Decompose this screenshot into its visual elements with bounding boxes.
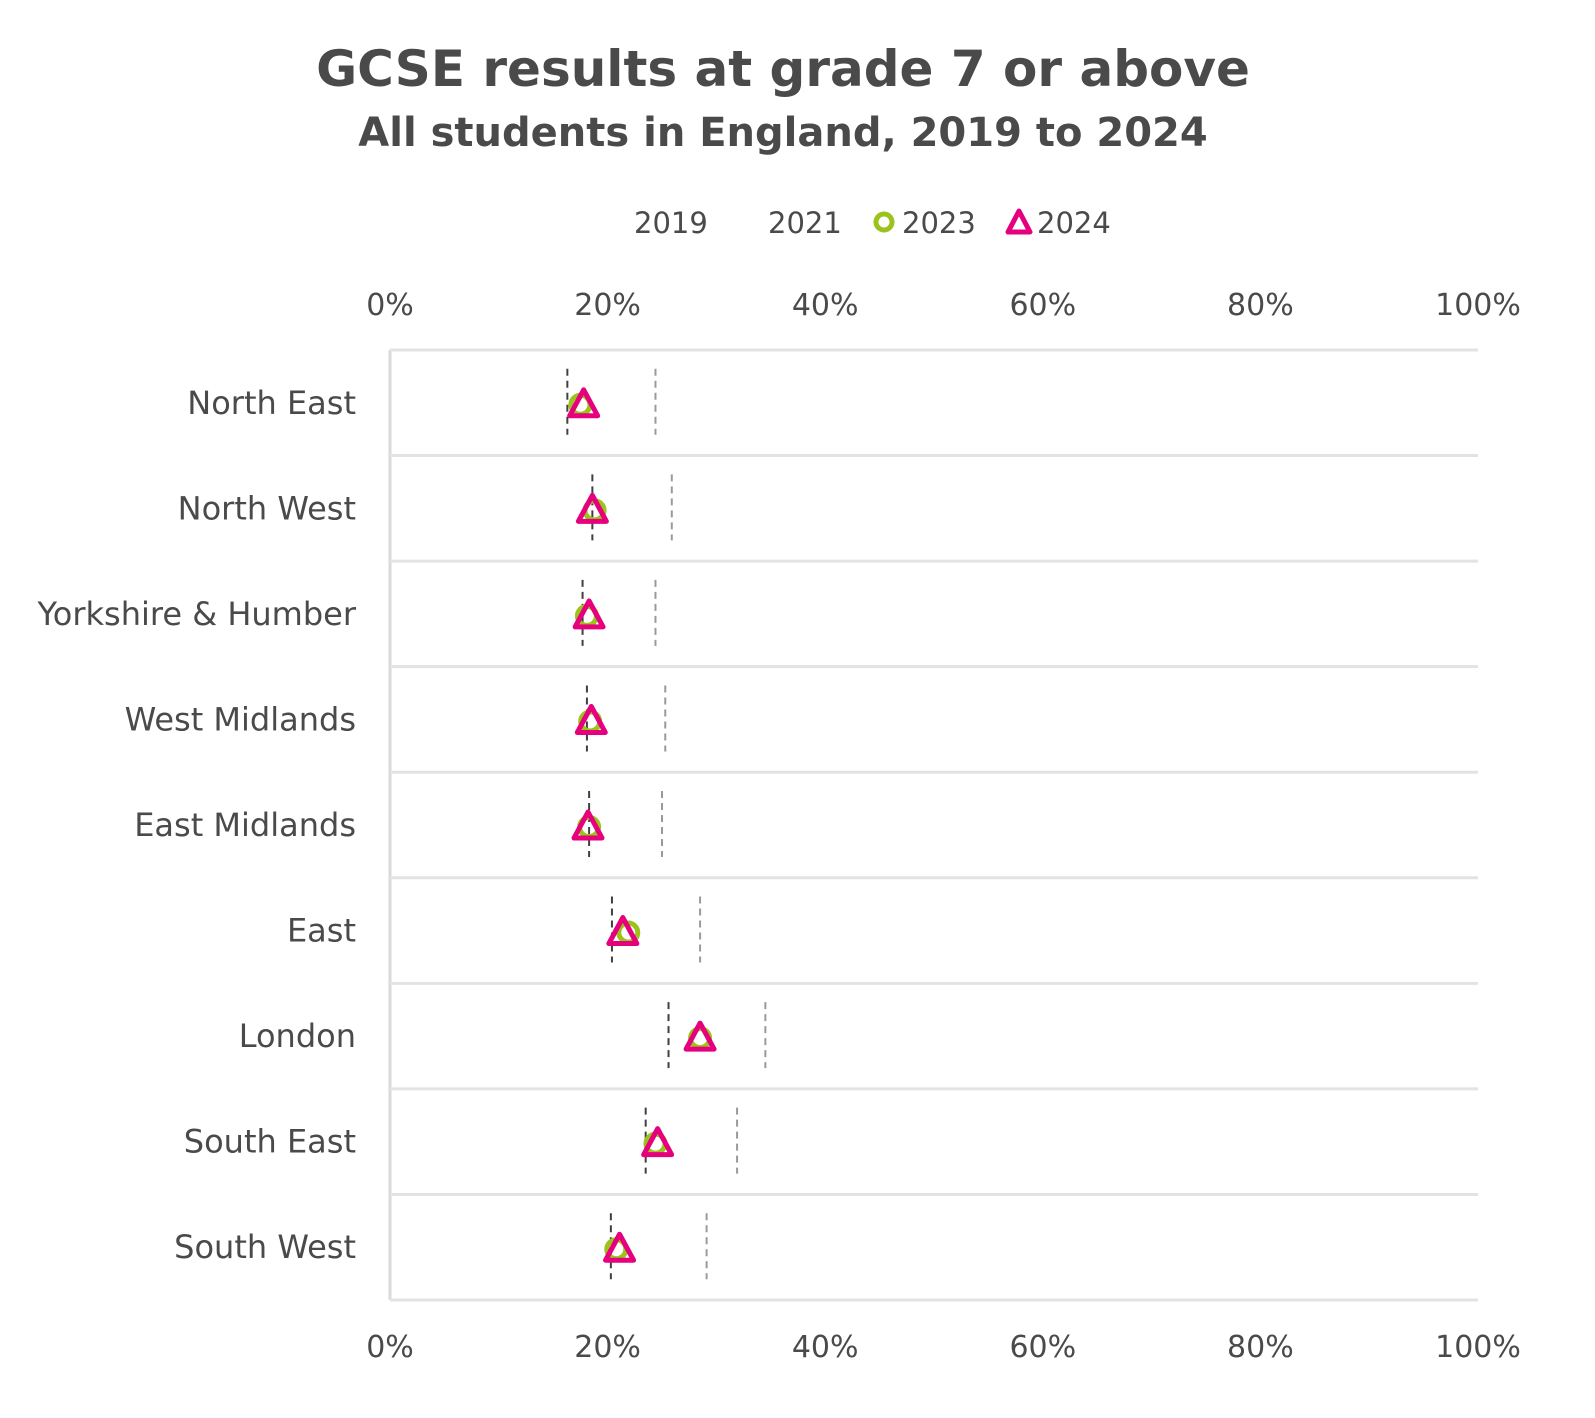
- legend-label: 2019: [634, 206, 708, 240]
- top-x-tick-label: 20%: [574, 288, 641, 323]
- chart-title: GCSE results at grade 7 or above: [316, 40, 1250, 98]
- series-2024-point: [572, 598, 606, 630]
- top-x-tick-label: 60%: [1009, 288, 1076, 323]
- top-x-tick-label: 40%: [792, 288, 859, 323]
- bottom-x-tick-label: 80%: [1227, 1330, 1294, 1365]
- series-2024-point: [641, 1126, 675, 1158]
- bottom-x-tick-label: 0%: [366, 1330, 414, 1365]
- series-2024-point: [606, 915, 640, 947]
- category-label: East Midlands: [134, 806, 356, 844]
- legend-triangle-icon: [1005, 208, 1033, 235]
- data-marks: [566, 368, 767, 1280]
- bottom-x-tick-label: 40%: [792, 1330, 859, 1365]
- top-x-tick-label: 80%: [1227, 288, 1294, 323]
- legend-label: 2021: [768, 206, 842, 240]
- series-2024-point: [567, 387, 601, 419]
- category-labels: North East North West Yorkshire & Humber We…: [36, 384, 356, 1266]
- category-label: London: [239, 1017, 356, 1055]
- bottom-x-tick-label: 20%: [574, 1330, 641, 1365]
- top-x-tick-label: 100%: [1435, 288, 1521, 323]
- category-label: South West: [174, 1228, 356, 1266]
- series-2024-point: [575, 492, 609, 524]
- category-label: South East: [184, 1123, 356, 1161]
- gridlines: [388, 348, 1478, 1302]
- top-x-tick-label: 0%: [366, 288, 414, 323]
- legend-circle-icon: [873, 211, 895, 233]
- category-label: North East: [187, 384, 356, 422]
- legend-label: 2024: [1037, 206, 1111, 240]
- category-label: East: [287, 912, 356, 950]
- legend-label: 2023: [902, 206, 976, 240]
- series-2024-point: [603, 1231, 637, 1263]
- series-2024-point: [683, 1020, 717, 1052]
- x-axis-ticks: 0% 0% 20% 20% 40% 40% 60% 60% 80% 80% 100% 100%: [366, 288, 1521, 1365]
- chart-subtitle: All students in England, 2019 to 2024: [358, 110, 1207, 156]
- category-label: West Midlands: [125, 700, 356, 738]
- category-label: North West: [178, 489, 356, 527]
- bottom-x-tick-label: 60%: [1009, 1330, 1076, 1365]
- series-2024-point: [574, 703, 608, 735]
- legend: 2019 2021 2023 2024: [634, 206, 1111, 240]
- bottom-x-tick-label: 100%: [1435, 1330, 1521, 1365]
- category-label: Yorkshire & Humber: [36, 595, 356, 633]
- series-2024-point: [571, 809, 605, 841]
